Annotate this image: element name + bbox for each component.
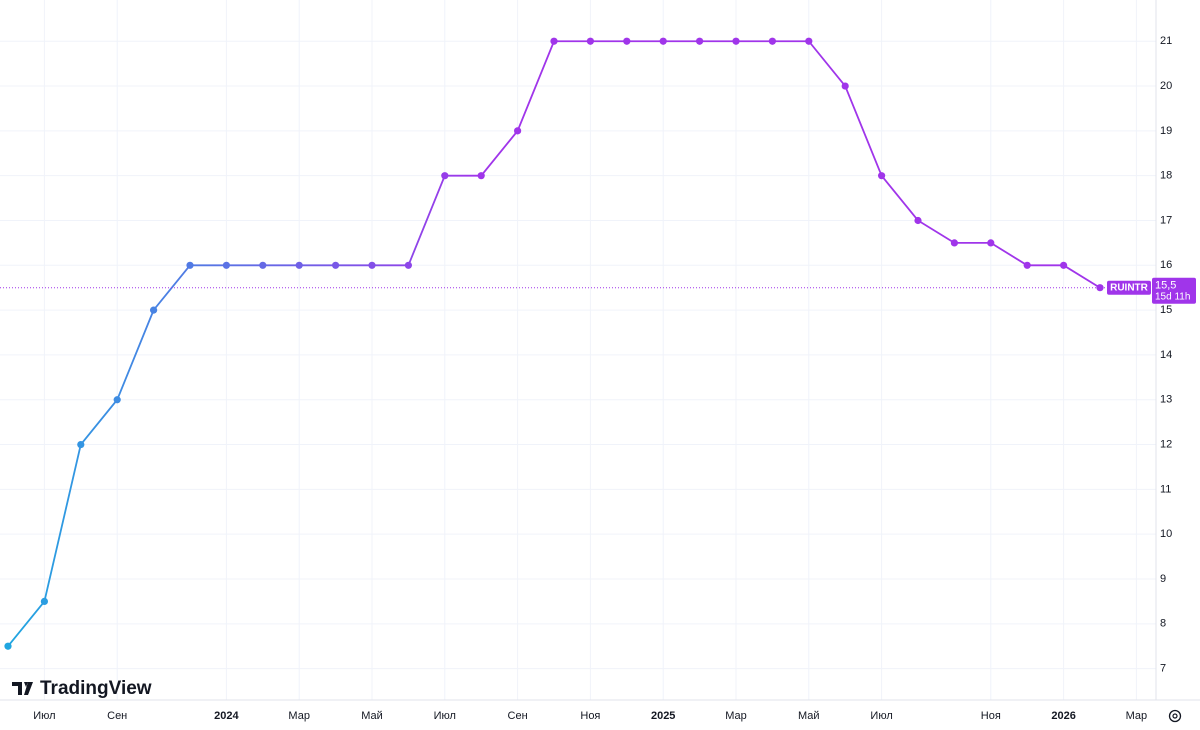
grid <box>0 0 1156 700</box>
x-tick-label: Мар <box>1126 710 1148 722</box>
y-tick-label: 18 <box>1160 170 1172 182</box>
x-tick-label: Мар <box>725 710 747 722</box>
data-point <box>259 261 267 269</box>
plot <box>0 37 1156 650</box>
y-tick-label: 22 <box>1160 0 1172 2</box>
data-point <box>768 37 777 45</box>
data-point <box>586 37 595 45</box>
data-point <box>150 306 158 314</box>
x-tick-label: Июл <box>33 710 55 722</box>
data-point <box>77 440 85 449</box>
y-tick-label: 21 <box>1160 35 1172 47</box>
data-point <box>623 37 631 45</box>
data-point <box>1060 261 1068 269</box>
data-point <box>696 37 704 45</box>
series-line <box>7 40 1101 647</box>
data-point <box>950 239 959 247</box>
settings-button[interactable] <box>1168 709 1182 723</box>
y-tick-label: 17 <box>1160 214 1172 226</box>
price-countdown: 15d 11h <box>1155 291 1190 302</box>
y-tick-label: 11 <box>1160 483 1171 495</box>
price-value: 15,5 <box>1155 280 1176 292</box>
y-tick-label: 12 <box>1160 438 1172 450</box>
x-tick-label: 2026 <box>1051 710 1075 722</box>
y-tick-label: 19 <box>1160 125 1172 137</box>
data-point <box>1096 284 1104 292</box>
price-tag <box>1152 277 1196 304</box>
x-tick-label: Сен <box>508 710 528 722</box>
data-point <box>914 216 922 225</box>
data-point <box>332 261 340 269</box>
y-tick-label: 8 <box>1160 618 1166 630</box>
data-point <box>40 597 49 606</box>
data-point <box>441 172 449 180</box>
data-point <box>222 261 230 269</box>
y-tick-label: 20 <box>1160 80 1172 92</box>
x-tick-label: Май <box>361 710 383 722</box>
logo-icon <box>12 682 33 695</box>
x-tick-label: Июл <box>870 710 892 722</box>
data-point <box>113 396 121 404</box>
y-tick-label: 9 <box>1160 573 1166 585</box>
data-point <box>841 82 849 90</box>
symbol-label: RUINTR <box>1110 282 1149 293</box>
gear-hub[interactable] <box>1172 713 1178 719</box>
symbol-tag <box>1107 280 1151 295</box>
data-point <box>550 37 558 45</box>
y-tick-label: 16 <box>1160 259 1172 271</box>
data-point <box>368 261 376 269</box>
gear-icon[interactable] <box>1168 709 1182 723</box>
y-tick-label: 13 <box>1160 394 1172 406</box>
x-tick-label: Ноя <box>580 710 600 722</box>
y-tick-label: 15 <box>1160 304 1172 316</box>
data-point <box>186 261 194 269</box>
y-tick-label: 14 <box>1160 349 1172 361</box>
data-point <box>878 172 886 180</box>
x-tick-label: Июл <box>434 710 456 722</box>
data-point <box>4 642 12 650</box>
data-point <box>1023 261 1031 269</box>
data-point <box>659 37 667 45</box>
x-tick-label: 2025 <box>651 710 675 722</box>
data-point <box>295 261 303 269</box>
data-point <box>987 239 995 247</box>
x-tick-label: Ноя <box>981 710 1001 722</box>
data-point <box>404 261 412 269</box>
data-point <box>732 37 740 45</box>
data-point <box>514 127 522 135</box>
y-tick-label: 7 <box>1160 663 1166 675</box>
data-point <box>805 37 813 45</box>
y-tick-label: 10 <box>1160 528 1172 540</box>
logo: TradingView <box>12 678 152 699</box>
x-tick-label: Мар <box>288 710 310 722</box>
x-tick-label: 2024 <box>214 710 239 722</box>
brand: TradingView <box>40 678 152 699</box>
x-tick-label: Сен <box>107 710 127 722</box>
data-point <box>477 172 485 180</box>
x-tick-label: Май <box>798 710 820 722</box>
